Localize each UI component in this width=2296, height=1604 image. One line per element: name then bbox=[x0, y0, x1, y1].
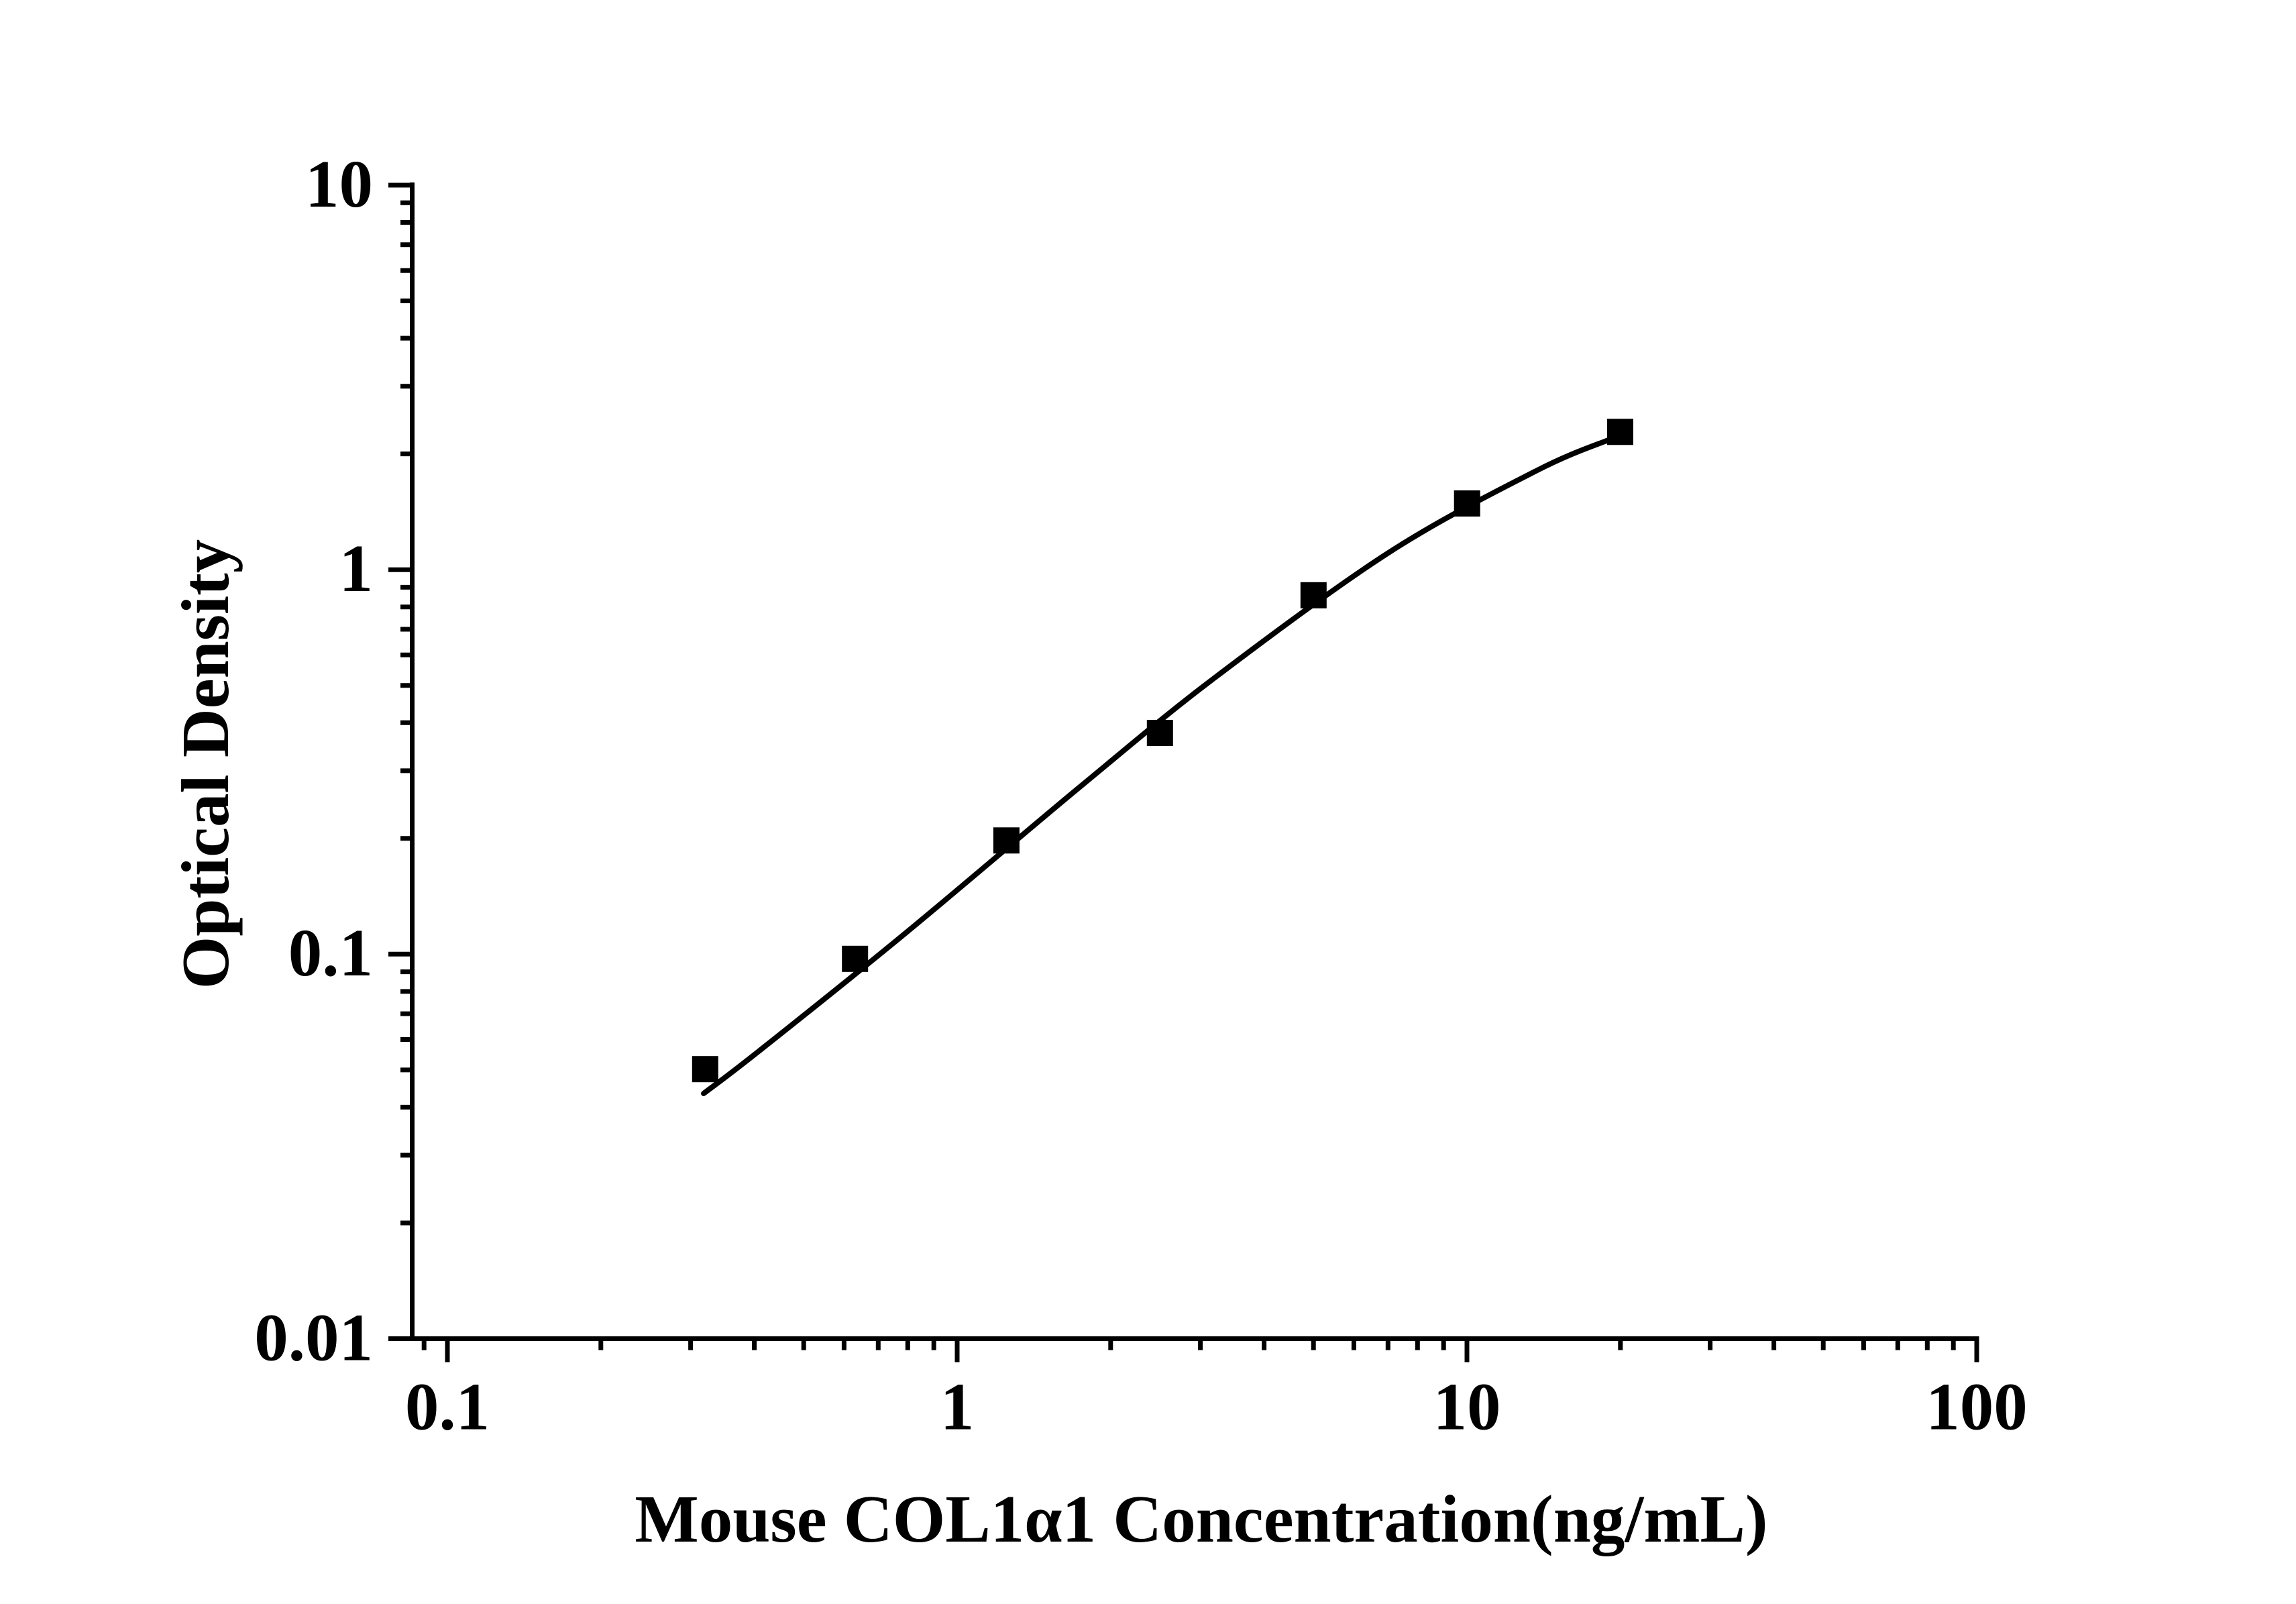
svg-text:1: 1 bbox=[339, 531, 374, 606]
svg-text:0.1: 0.1 bbox=[288, 915, 373, 990]
svg-text:10: 10 bbox=[305, 146, 373, 221]
svg-text:0.1: 0.1 bbox=[405, 1369, 490, 1444]
svg-text:Mouse COL1α1 Concentration(ng/: Mouse COL1α1 Concentration(ng/mL) bbox=[635, 1481, 1767, 1556]
svg-text:10: 10 bbox=[1433, 1369, 1501, 1444]
svg-text:0.01: 0.01 bbox=[254, 1299, 373, 1375]
svg-text:100: 100 bbox=[1926, 1369, 2028, 1444]
svg-text:1: 1 bbox=[940, 1369, 975, 1444]
svg-text:Optical Density: Optical Density bbox=[168, 539, 243, 990]
